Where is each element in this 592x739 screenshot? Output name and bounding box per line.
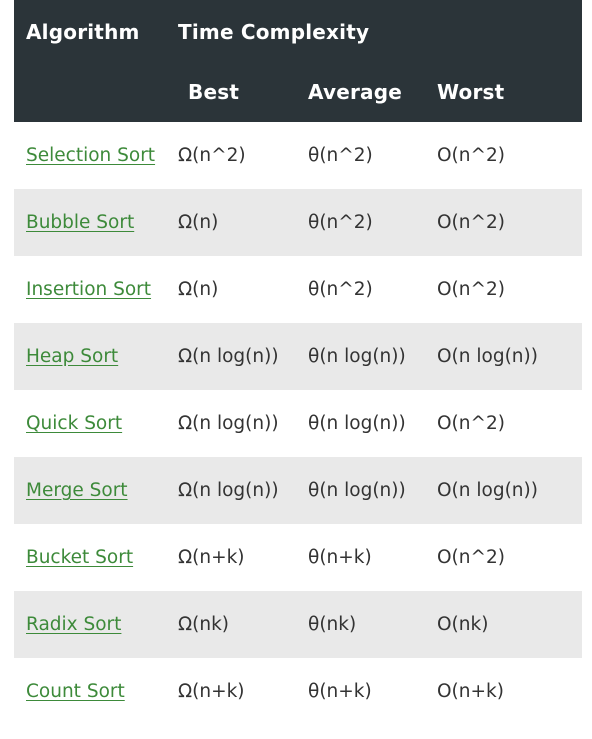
best-case-cell: Ω(n+k) bbox=[178, 547, 245, 568]
complexity-table: Algorithm Time Complexity Best Average W… bbox=[14, 0, 582, 725]
header-average: Average bbox=[308, 80, 403, 104]
table-row: Count Sort Ω(n+k) θ(n+k) O(n+k) bbox=[14, 658, 582, 725]
worst-case-cell: O(n^2) bbox=[437, 279, 505, 300]
header-time-complexity: Time Complexity bbox=[178, 20, 370, 44]
algorithm-link[interactable]: Quick Sort bbox=[26, 413, 123, 434]
algorithm-link[interactable]: Bucket Sort bbox=[26, 547, 134, 568]
algorithm-link[interactable]: Selection Sort bbox=[26, 145, 156, 166]
worst-case-cell: O(n^2) bbox=[437, 145, 505, 166]
header-algorithm: Algorithm bbox=[26, 20, 140, 44]
worst-case-cell: O(n^2) bbox=[437, 413, 505, 434]
algorithm-link[interactable]: Count Sort bbox=[26, 681, 125, 702]
algorithm-link[interactable]: Merge Sort bbox=[26, 480, 128, 501]
average-case-cell: θ(nk) bbox=[308, 614, 357, 635]
table-row: Heap Sort Ω(n log(n)) θ(n log(n)) O(n lo… bbox=[14, 323, 582, 390]
table-header: Algorithm Time Complexity Best Average W… bbox=[14, 0, 582, 122]
table-row: Selection Sort Ω(n^2) θ(n^2) O(n^2) bbox=[14, 122, 582, 189]
best-case-cell: Ω(n^2) bbox=[178, 145, 246, 166]
table-row: Bubble Sort Ω(n) θ(n^2) O(n^2) bbox=[14, 189, 582, 256]
average-case-cell: θ(n log(n)) bbox=[308, 480, 406, 501]
average-case-cell: θ(n+k) bbox=[308, 547, 372, 568]
best-case-cell: Ω(n) bbox=[178, 212, 219, 233]
table-row: Insertion Sort Ω(n) θ(n^2) O(n^2) bbox=[14, 256, 582, 323]
worst-case-cell: O(n+k) bbox=[437, 681, 504, 702]
header-worst: Worst bbox=[437, 80, 505, 104]
header-best: Best bbox=[188, 80, 240, 104]
average-case-cell: θ(n log(n)) bbox=[308, 346, 406, 367]
algorithm-link[interactable]: Radix Sort bbox=[26, 614, 122, 635]
table-row: Quick Sort Ω(n log(n)) θ(n log(n)) O(n^2… bbox=[14, 390, 582, 457]
best-case-cell: Ω(n) bbox=[178, 279, 219, 300]
algorithm-link[interactable]: Insertion Sort bbox=[26, 279, 152, 300]
algorithm-link[interactable]: Bubble Sort bbox=[26, 212, 135, 233]
average-case-cell: θ(n^2) bbox=[308, 145, 373, 166]
worst-case-cell: O(n^2) bbox=[437, 547, 505, 568]
best-case-cell: Ω(n log(n)) bbox=[178, 346, 279, 367]
average-case-cell: θ(n log(n)) bbox=[308, 413, 406, 434]
worst-case-cell: O(n log(n)) bbox=[437, 480, 538, 501]
table-row: Radix Sort Ω(nk) θ(nk) O(nk) bbox=[14, 591, 582, 658]
worst-case-cell: O(n log(n)) bbox=[437, 346, 538, 367]
worst-case-cell: O(n^2) bbox=[437, 212, 505, 233]
best-case-cell: Ω(n log(n)) bbox=[178, 480, 279, 501]
best-case-cell: Ω(n log(n)) bbox=[178, 413, 279, 434]
average-case-cell: θ(n^2) bbox=[308, 279, 373, 300]
best-case-cell: Ω(nk) bbox=[178, 614, 230, 635]
worst-case-cell: O(nk) bbox=[437, 614, 489, 635]
algorithm-link[interactable]: Heap Sort bbox=[26, 346, 119, 367]
average-case-cell: θ(n+k) bbox=[308, 681, 372, 702]
best-case-cell: Ω(n+k) bbox=[178, 681, 245, 702]
table-row: Merge Sort Ω(n log(n)) θ(n log(n)) O(n l… bbox=[14, 457, 582, 524]
table-row: Bucket Sort Ω(n+k) θ(n+k) O(n^2) bbox=[14, 524, 582, 591]
average-case-cell: θ(n^2) bbox=[308, 212, 373, 233]
